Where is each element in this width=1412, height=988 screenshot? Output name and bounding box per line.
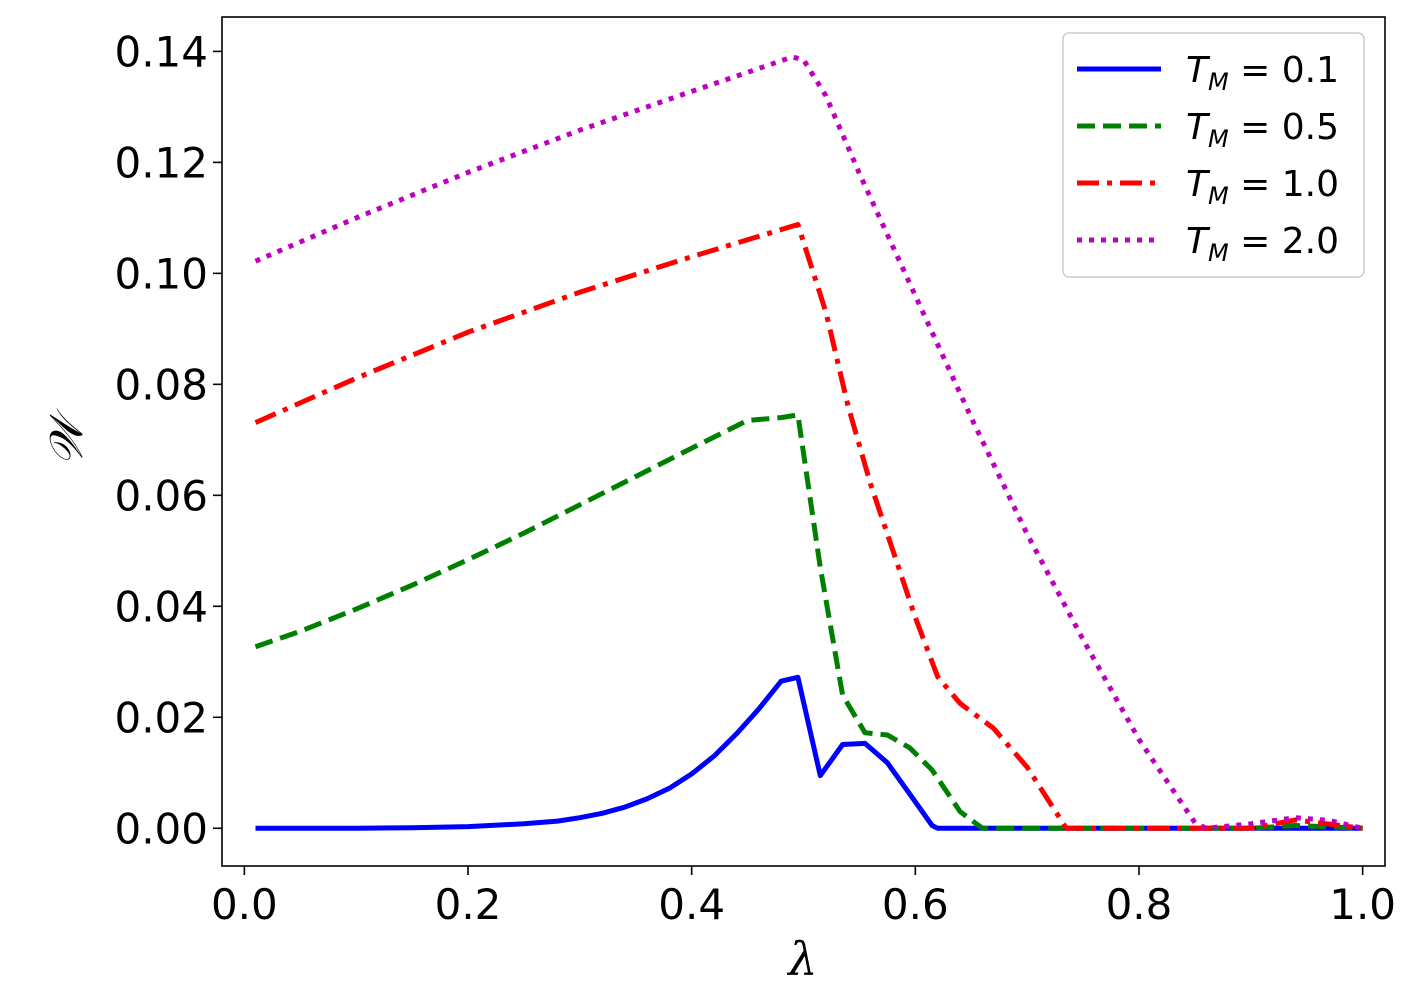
legend-frame: [1062, 32, 1365, 278]
x-tick-label: 0.8: [1106, 880, 1173, 929]
series-line-2: [254, 222, 1363, 831]
y-tick-label: 0.04: [114, 582, 208, 631]
plot-series: [254, 54, 1364, 831]
x-axis-label: λ: [786, 932, 817, 986]
y-tick-label: 0.02: [114, 693, 208, 742]
y-tick-label: 0.08: [114, 360, 208, 409]
x-tick-label: 0.4: [658, 880, 725, 929]
x-tick-label: 0.6: [882, 880, 949, 929]
series-line-1: [254, 412, 1363, 831]
y-axis-label: 𝒲: [39, 408, 93, 466]
y-tick-label: 0.14: [114, 27, 208, 76]
x-tick-label: 0.2: [435, 880, 502, 929]
y-tick-label: 0.00: [114, 804, 208, 853]
plot-frame: [221, 16, 1386, 867]
legend: TM = 0.1 TM = 0.5 TM = 1.0 TM = 2.0: [1062, 32, 1365, 278]
y-tick-label: 0.06: [114, 471, 208, 520]
x-tick-label: 1.0: [1329, 880, 1396, 929]
legend-label-3: TM = 2.0: [1186, 221, 1339, 267]
legend-label-0: TM = 0.1: [1186, 50, 1339, 96]
series-line-3: [254, 54, 1364, 831]
axis-ticks: 0.0 0.2 0.4 0.6 0.8 1.0 0.00 0.02 0.04 0.06 0.08 0.…: [114, 27, 1396, 929]
x-tick-label: 0.0: [211, 880, 278, 929]
y-tick-label: 0.10: [114, 249, 208, 298]
y-tick-label: 0.12: [114, 138, 208, 187]
legend-label-1: TM = 0.5: [1186, 107, 1339, 153]
legend-label-2: TM = 1.0: [1186, 164, 1339, 210]
series-line-0: [255, 674, 1363, 831]
